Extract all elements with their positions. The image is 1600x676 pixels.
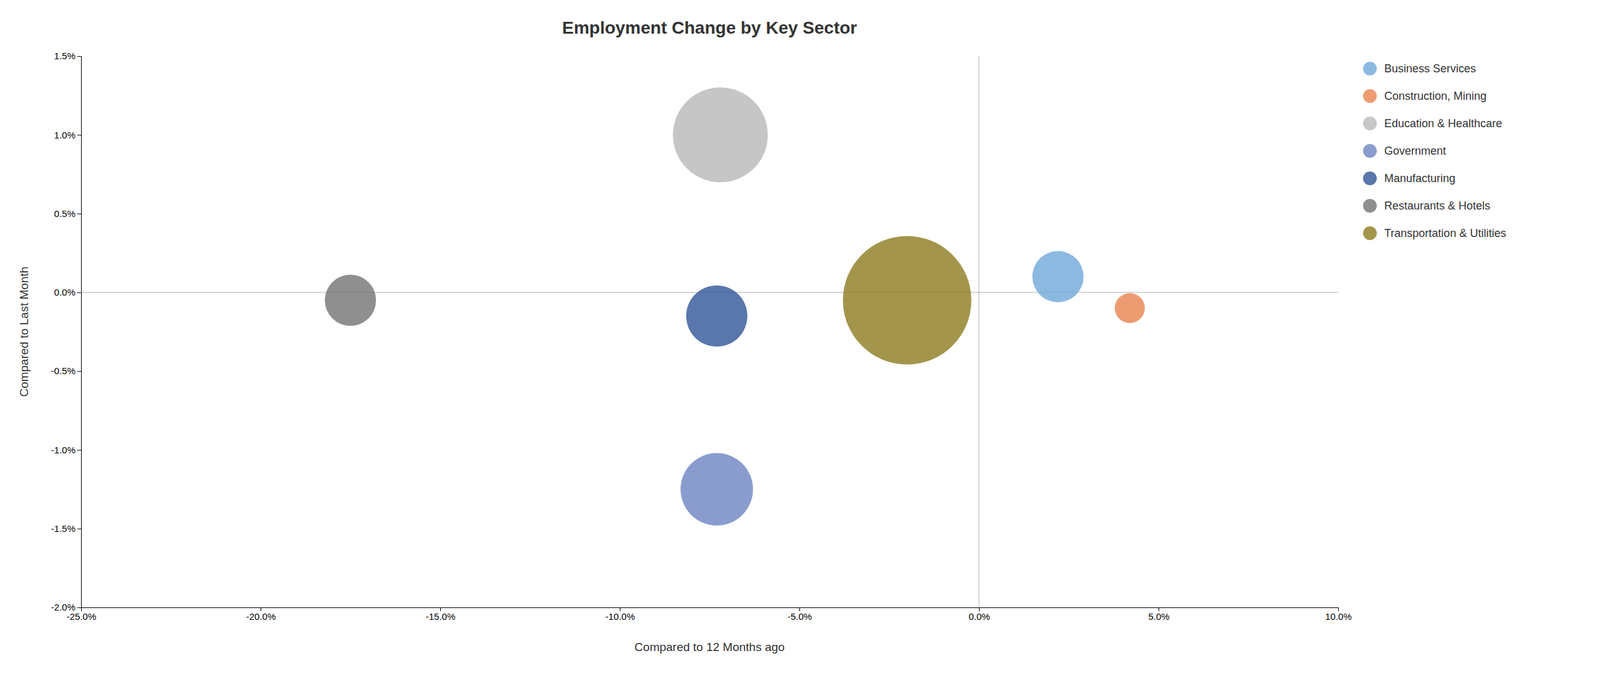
legend-label: Government: [1384, 144, 1446, 158]
tick-mark: [77, 56, 82, 57]
tick: -2.0%: [51, 601, 82, 613]
legend-label: Transportation & Utilities: [1384, 226, 1506, 240]
tick-mark: [77, 528, 82, 530]
legend-item: Government: [1363, 144, 1446, 158]
bubble: [685, 285, 747, 347]
legend-item: Business Services: [1363, 61, 1476, 76]
tick-label: 0.5%: [54, 208, 76, 219]
tick-label: -15.0%: [425, 611, 456, 622]
bubble: [1114, 293, 1145, 323]
legend-swatch: [1363, 116, 1377, 131]
tick: -5.0%: [787, 607, 812, 622]
tick: -20.0%: [246, 607, 277, 622]
tick: -10.0%: [605, 607, 636, 622]
bubble: [324, 274, 376, 326]
legend-item: Manufacturing: [1363, 171, 1456, 186]
tick: 5.0%: [1147, 607, 1170, 622]
x-axis-title: Compared to 12 Months ago: [634, 640, 786, 654]
legend-item: Education & Healthcare: [1363, 116, 1503, 131]
tick-mark: [77, 134, 82, 136]
bubble: [672, 87, 768, 183]
chart: -25.0%-20.0%-15.0%-10.0%-5.0%0.0%5.0%10.…: [0, 0, 1600, 676]
series: [1032, 251, 1084, 303]
legend-label: Construction, Mining: [1384, 89, 1487, 103]
bubble: [680, 452, 753, 526]
series: [680, 452, 753, 526]
tick-label: 0.0%: [54, 286, 76, 298]
tick-label: 1.0%: [54, 129, 76, 141]
tick-label: 0.0%: [968, 611, 990, 622]
reference-lines: [81, 56, 1339, 608]
tick: -0.5%: [51, 365, 82, 376]
tick: -1.0%: [51, 444, 82, 456]
legend: Business Services Construction, Mining Edu…: [1363, 61, 1506, 241]
series: [685, 285, 747, 347]
legend-swatch: [1363, 89, 1377, 103]
tick-label: -5.0%: [787, 611, 812, 622]
tick-mark: [77, 292, 82, 294]
series: [672, 87, 768, 183]
legend-label: Manufacturing: [1384, 172, 1456, 185]
legend-swatch: [1363, 144, 1377, 158]
series: [324, 274, 376, 326]
tick: -15.0%: [425, 607, 456, 622]
tick: 0.5%: [54, 208, 82, 219]
tick: 1.0%: [54, 129, 82, 141]
tick: 0.0%: [968, 607, 990, 622]
legend-swatch: [1363, 61, 1377, 76]
series: [843, 235, 972, 365]
tick-label: -1.0%: [51, 444, 76, 456]
tick-label: -20.0%: [246, 611, 277, 622]
tick-label: -10.0%: [605, 611, 636, 622]
tick-mark: [77, 213, 82, 215]
tick: -1.5%: [51, 523, 82, 534]
legend-item: Construction, Mining: [1363, 89, 1487, 103]
legend-swatch: [1363, 171, 1377, 186]
tick-label: -1.5%: [51, 523, 76, 534]
tick-label: -2.0%: [51, 601, 76, 613]
legend-label: Education & Healthcare: [1384, 117, 1503, 130]
axis-line: [77, 56, 82, 608]
y-axis: -2.0% -1.5% -1.0% -0.5% 0.0% 0.5% 1.0% 1.5%: [51, 50, 82, 613]
x-axis: -25.0%-20.0%-15.0%-10.0%-5.0%0.0%5.0%10.…: [66, 607, 1352, 622]
tick-mark: [77, 449, 82, 451]
tick-mark: [77, 607, 82, 608]
legend-swatch: [1363, 226, 1377, 241]
tick-label: 1.5%: [54, 50, 76, 62]
tick-label: 10.0%: [1325, 611, 1352, 622]
tick: 0.0%: [54, 286, 82, 298]
legend-swatch: [1363, 198, 1377, 213]
bubble: [1032, 251, 1084, 303]
tick-label: 5.0%: [1147, 611, 1170, 622]
y-axis-title: Compared to Last Month: [17, 266, 31, 397]
tick-label: -0.5%: [51, 365, 76, 376]
points: [324, 87, 1145, 526]
title: Employment Change by Key Sector: [561, 18, 857, 38]
series: [1114, 293, 1145, 323]
tick-mark: [77, 371, 82, 372]
bubble: [843, 235, 972, 365]
legend-label: Restaurants & Hotels: [1384, 199, 1491, 213]
zero-line: [978, 56, 980, 608]
tick: 1.5%: [54, 50, 82, 62]
tick: 10.0%: [1325, 607, 1352, 622]
plot-area: -25.0%-20.0%-15.0%-10.0%-5.0%0.0%5.0%10.…: [51, 50, 1352, 622]
legend-item: Transportation & Utilities: [1363, 226, 1506, 241]
legend-item: Restaurants & Hotels: [1363, 198, 1491, 213]
legend-label: Business Services: [1384, 62, 1476, 75]
